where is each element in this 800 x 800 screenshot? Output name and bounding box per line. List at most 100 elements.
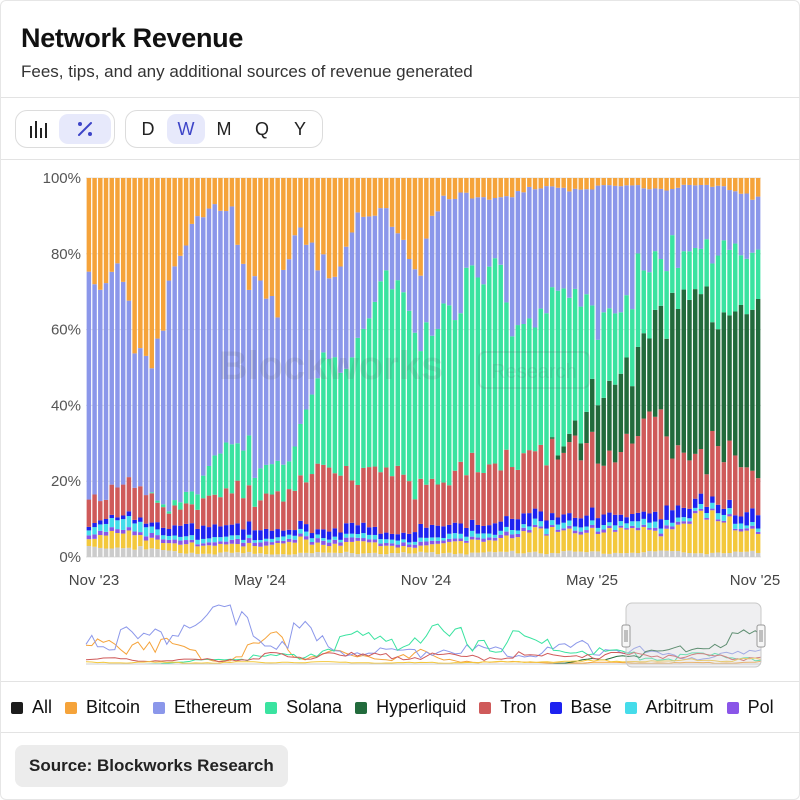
bar-segment-tron — [549, 438, 555, 514]
bar-segment-other — [206, 553, 212, 557]
bar-segment-arbitrum — [435, 537, 441, 541]
bar-segment-arbitrum — [372, 534, 378, 540]
bar-segment-polygon — [252, 542, 257, 547]
legend-item-bitcoin[interactable]: Bitcoin — [65, 697, 140, 718]
bar-segment-stablecoin-chains — [595, 533, 601, 552]
bar-segment-base — [115, 517, 120, 521]
bar-segment-polygon — [315, 538, 320, 543]
bar-segment-arbitrum — [498, 530, 503, 535]
legend-item-solana[interactable]: Solana — [265, 697, 342, 718]
legend-label: All — [32, 697, 53, 717]
bar-segment-tron — [326, 467, 332, 532]
bar-segment-arbitrum — [515, 530, 521, 534]
bar-segment-arbitrum — [332, 536, 338, 540]
bar-segment-other — [246, 551, 252, 557]
bar-segment-tron — [555, 459, 561, 518]
bar-segment-stablecoin-chains — [710, 510, 715, 553]
bar-segment-other — [92, 546, 97, 557]
percent-button[interactable] — [59, 114, 111, 144]
bar-segment-arbitrum — [258, 539, 263, 543]
bar-segment-ethereum — [338, 266, 343, 373]
bar-segment-other — [515, 553, 521, 557]
bar-segment-other — [183, 553, 189, 557]
bar-segment-polygon — [361, 538, 366, 542]
bar-segment-ethereum — [641, 188, 646, 271]
bar-50 — [372, 178, 378, 557]
bar-segment-bitcoin — [527, 178, 532, 187]
legend-item-base[interactable]: Base — [549, 697, 612, 718]
bar-segment-stablecoin-chains — [469, 539, 475, 553]
legend-item-tron[interactable]: Tron — [479, 697, 537, 718]
bar-segment-ethereum — [447, 199, 452, 306]
bar-segment-arbitrum — [384, 539, 389, 544]
bar-segment-ethereum — [561, 187, 566, 289]
bar-segment-solana — [555, 290, 561, 456]
bar-segment-tron — [349, 480, 355, 523]
bar-segment-arbitrum — [292, 535, 298, 540]
bar-segment-base — [378, 533, 383, 540]
bar-segment-other — [338, 553, 343, 557]
bar-chart-button[interactable] — [19, 114, 59, 144]
legend-item-ethereum[interactable]: Ethereum — [153, 697, 252, 718]
bar-segment-base — [435, 525, 441, 538]
timeframe-week-button[interactable]: W — [167, 114, 205, 144]
bar-segment-other — [755, 552, 761, 557]
bar-segment-arbitrum — [263, 538, 269, 542]
bar-segment-solana — [624, 295, 629, 358]
legend-item-pol[interactable]: Pol — [726, 697, 774, 718]
bar-segment-other — [389, 552, 395, 557]
bar-segment-arbitrum — [229, 535, 235, 540]
bar-segment-ethereum — [166, 280, 172, 512]
bar-segment-tron — [275, 491, 280, 530]
bar-segment-ethereum — [223, 211, 229, 443]
timeframe-day-button[interactable]: D — [141, 118, 155, 139]
bar-segment-tron — [246, 485, 252, 522]
bar-10 — [143, 178, 149, 557]
bar-segment-solana — [155, 500, 160, 503]
bar-segment-bitcoin — [555, 178, 561, 188]
bar-segment-polygon — [538, 526, 543, 529]
timeframe-month-button[interactable]: M — [216, 118, 232, 139]
bar-segment-tron — [710, 430, 715, 497]
bar-segment-stablecoin-chains — [698, 510, 704, 554]
bar-segment-polygon — [103, 531, 109, 536]
bar-segment-bitcoin — [635, 178, 641, 186]
legend-item-all[interactable]: All — [11, 697, 52, 718]
bar-segment-ethereum — [572, 188, 578, 289]
bar-segment-stablecoin-chains — [281, 543, 286, 555]
bar-segment-hyperliquid — [572, 420, 578, 436]
bar-segment-polygon — [98, 530, 103, 536]
bar-segment-base — [504, 516, 509, 527]
bar-segment-bitcoin — [189, 178, 195, 224]
bar-segment-base — [658, 519, 664, 529]
bar-segment-polygon — [424, 541, 429, 546]
bar-segment-stablecoin-chains — [155, 539, 160, 550]
bar-segment-stablecoin-chains — [641, 526, 646, 553]
legend-item-hyperliquid[interactable]: Hyperliquid — [355, 697, 466, 718]
bar-segment-other — [464, 554, 469, 557]
bar-segment-other — [538, 553, 543, 557]
bar-segment-solana — [304, 409, 309, 483]
bar-segment-ethereum — [715, 185, 721, 256]
bar-48 — [361, 178, 366, 557]
bar-segment-solana — [201, 475, 206, 499]
bar-segment-polygon — [452, 538, 458, 542]
bar-segment-arbitrum — [344, 533, 349, 538]
bar-segment-arbitrum — [750, 522, 755, 526]
timeframe-quarter-button[interactable]: Q — [254, 118, 269, 139]
bar-segment-ethereum — [355, 212, 360, 338]
bar-segment-bitcoin — [384, 178, 389, 209]
bar-segment-solana — [521, 324, 526, 454]
bar-segment-tron — [692, 453, 698, 499]
bar-segment-tron — [149, 493, 155, 523]
bar-segment-base — [492, 523, 498, 535]
bar-segment-solana — [538, 308, 543, 445]
y-tick-label: 0% — [59, 549, 81, 566]
bar-38 — [304, 178, 309, 557]
timeframe-year-button[interactable]: Y — [293, 118, 306, 139]
range-navigator[interactable] — [85, 602, 766, 668]
bar-segment-polygon — [590, 524, 595, 528]
x-tick-label: Nov '23 — [69, 572, 119, 589]
bar-segment-base — [572, 517, 578, 527]
legend-item-arbitrum[interactable]: Arbitrum — [624, 697, 714, 718]
